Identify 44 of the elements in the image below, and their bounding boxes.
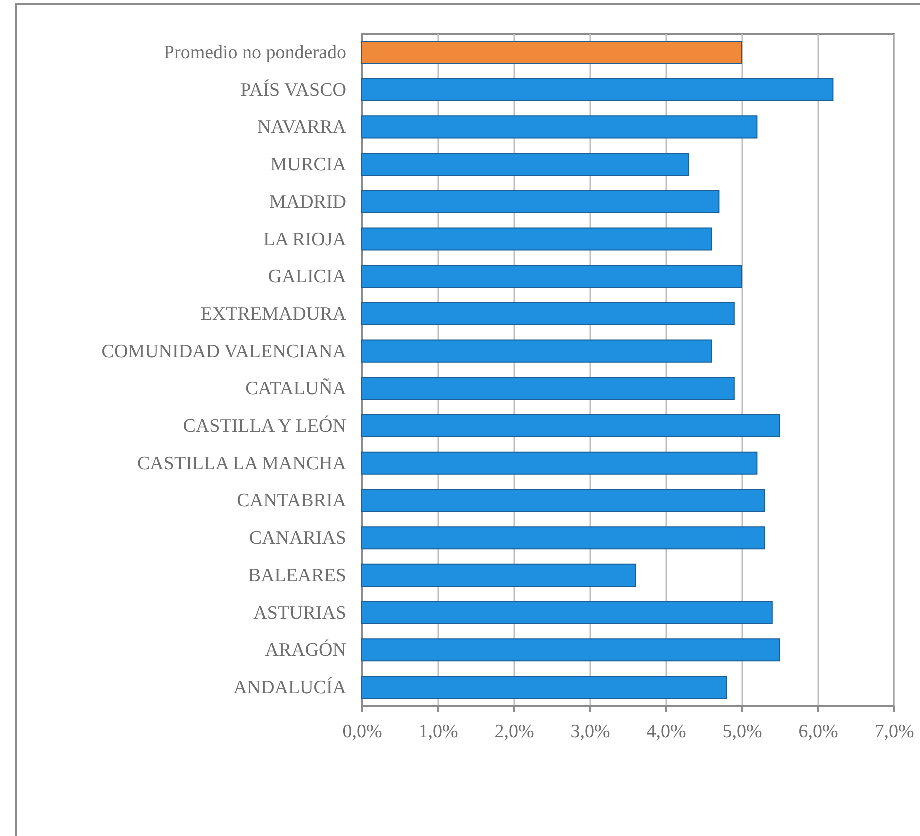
y-tick-label: CANARIAS xyxy=(249,528,346,550)
y-tick-label: Promedio no ponderado xyxy=(164,42,346,64)
y-tick-label: MADRID xyxy=(269,192,346,213)
y-tick-label: CANTABRIA xyxy=(237,490,347,512)
y-tick-label: ANDALUCÍA xyxy=(234,676,347,699)
y-tick-label: ARAGÓN xyxy=(265,639,347,662)
bar xyxy=(362,601,773,624)
bar xyxy=(362,489,766,512)
bar xyxy=(362,40,742,64)
bar xyxy=(362,116,758,139)
bar xyxy=(362,265,742,288)
bar xyxy=(362,78,834,102)
y-tick-label: NAVARRA xyxy=(257,117,347,138)
y-tick-label: BALEARES xyxy=(248,565,346,586)
bar xyxy=(362,190,720,214)
y-tick-label: ASTURIAS xyxy=(254,602,346,624)
bar xyxy=(362,377,735,400)
y-tick-label: EXTREMADURA xyxy=(200,304,347,325)
bar xyxy=(362,302,735,326)
bar xyxy=(362,228,712,251)
bar xyxy=(362,526,766,550)
y-tick-label: MURCIA xyxy=(270,154,347,176)
y-tick-label: COMUNIDAD VALENCIANA xyxy=(102,341,347,362)
y-tick-label: CATALUÑA xyxy=(246,378,347,400)
bar xyxy=(362,638,780,662)
x-tick-label: 6,0% xyxy=(798,722,838,742)
y-tick-label: CASTILLA Y LEÓN xyxy=(183,415,347,438)
bar xyxy=(362,676,728,700)
bar xyxy=(362,414,780,438)
bar xyxy=(362,452,758,475)
bar xyxy=(362,340,712,363)
y-tick-label: PAÍS VASCO xyxy=(240,78,346,101)
bar xyxy=(362,153,690,176)
y-tick-label: CASTILLA LA MANCHA xyxy=(137,453,347,474)
x-tick-label: 0,0% xyxy=(342,722,382,742)
y-tick-label: GALICIA xyxy=(268,266,347,288)
x-tick-label: 2,0% xyxy=(494,722,534,742)
x-tick-label: 5,0% xyxy=(722,722,762,742)
x-tick-label: 3,0% xyxy=(570,722,610,742)
x-tick-label: 7,0% xyxy=(874,722,914,742)
y-tick-label: LA RIOJA xyxy=(264,229,347,250)
bar xyxy=(362,564,636,587)
x-tick-label: 4,0% xyxy=(646,722,686,742)
x-tick-label: 1,0% xyxy=(418,722,458,742)
